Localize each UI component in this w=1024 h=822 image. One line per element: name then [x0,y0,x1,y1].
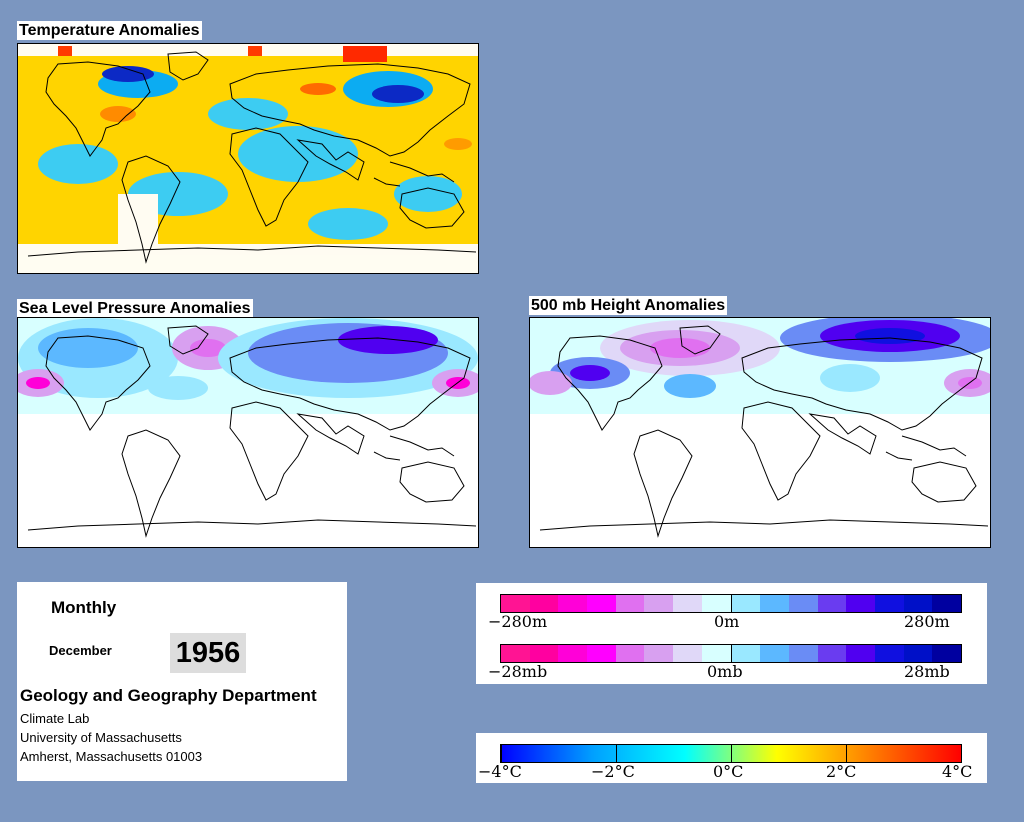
pressure-colorbar-swatch [903,645,933,662]
pressure-colorbar-swatch [644,645,674,662]
temperature-anomaly-map [17,43,479,274]
pressure-colorbar-swatch [874,645,904,662]
temperature-tick [731,745,732,762]
pressure-label-mid: 0mb [707,662,743,681]
temperature-tick [961,745,962,762]
height-label-max: 280m [904,612,950,631]
pressure-label-min: −28mb [488,662,548,681]
temperature-label: 4°C [942,762,973,781]
temperature-label: −4°C [478,762,522,781]
slp-panel-title: Sea Level Pressure Anomalies [17,299,253,318]
height-pressure-legend: −280m 0m 280m −28mb 0mb 28mb [476,583,987,684]
pressure-colorbar-swatch [529,645,559,662]
height-colorbar-swatch [529,595,559,612]
height-colorbar-swatch [673,595,702,612]
temperature-label: 0°C [713,762,744,781]
month-label: December [49,643,112,658]
year-display: 1956 [170,633,246,673]
height-colorbar [500,594,962,613]
height-colorbar-swatch [587,595,616,612]
height-colorbar-swatch [730,595,761,612]
temperature-tick [616,745,617,762]
height-colorbar-swatch [874,595,904,612]
temperature-legend: −4°C −2°C 0°C 2°C 4°C [476,733,987,783]
pressure-colorbar-swatch [701,645,731,662]
height-colorbar-swatch [846,595,875,612]
pressure-colorbar [500,644,962,663]
pressure-colorbar-swatch [615,645,645,662]
height-colorbar-swatch [932,595,961,612]
temperature-label: −2°C [591,762,635,781]
temperature-tick [501,745,502,762]
slp-anomaly-map [17,317,479,548]
pressure-colorbar-swatch [932,645,961,662]
height-colorbar-swatch [558,595,588,612]
temperature-label: 2°C [826,762,857,781]
info-box: Monthly December 1956 Geology and Geogra… [17,582,347,781]
temperature-panel-title: Temperature Anomalies [17,21,202,40]
period-label: Monthly [51,598,117,617]
pressure-colorbar-swatch [760,645,789,662]
height-colorbar-swatch [760,595,789,612]
pressure-colorbar-swatch [846,645,875,662]
address-line: Climate Lab [20,711,90,726]
height-colorbar-swatch [788,595,818,612]
pressure-colorbar-swatch [673,645,702,662]
temperature-tick [846,745,847,762]
pressure-colorbar-swatch [817,645,847,662]
height-colorbar-swatch [615,595,645,612]
height-colorbar-swatch [644,595,674,612]
pressure-colorbar-swatch [501,645,530,662]
pressure-colorbar-swatch [788,645,818,662]
pressure-colorbar-swatch [730,645,761,662]
height-label-min: −280m [488,612,548,631]
temperature-colorbar [500,744,962,763]
height-colorbar-swatch [903,595,933,612]
address-line: University of Massachusetts [20,730,182,745]
pressure-label-max: 28mb [904,662,950,681]
height500-anomaly-map [529,317,991,548]
pressure-colorbar-swatch [587,645,616,662]
address-line: Amherst, Massachusetts 01003 [20,749,203,764]
height-colorbar-swatch [501,595,530,612]
height-colorbar-swatch [817,595,847,612]
height-colorbar-swatch [701,595,731,612]
height-label-mid: 0m [714,612,740,631]
pressure-colorbar-swatch [558,645,588,662]
department-name: Geology and Geography Department [20,686,317,705]
height500-panel-title: 500 mb Height Anomalies [529,296,728,315]
